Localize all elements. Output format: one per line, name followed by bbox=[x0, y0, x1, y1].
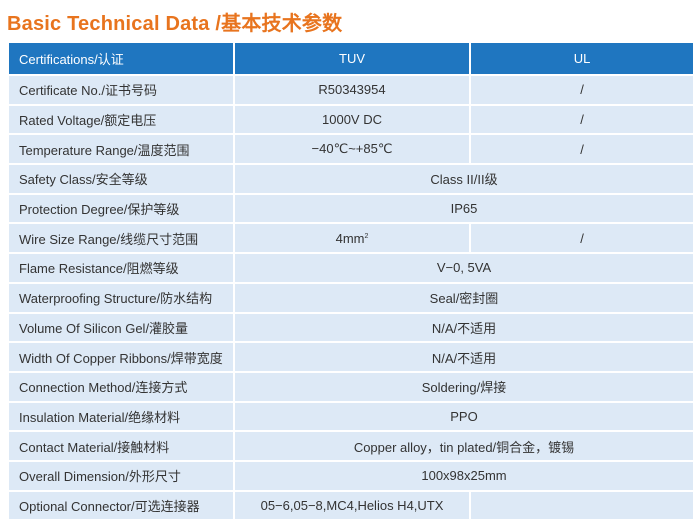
merged-value: PPO bbox=[235, 400, 693, 431]
row-label: Connection Method/连接方式 bbox=[9, 370, 235, 401]
wire-size-value: 4mm bbox=[335, 230, 365, 246]
tuv-value: R50343954 bbox=[235, 74, 471, 104]
row-label: Insulation Material/绝缘材料 bbox=[9, 400, 235, 431]
ul-value bbox=[471, 489, 693, 519]
merged-value: Seal/密封圈 bbox=[235, 281, 693, 312]
merged-value: Soldering/焊接 bbox=[235, 370, 693, 401]
merged-value: N/A/不适用 bbox=[235, 341, 693, 371]
table-row: Safety Class/安全等级 Class II/II级 bbox=[9, 163, 693, 193]
row-label: Overall Dimension/外形尺寸 bbox=[9, 459, 235, 490]
tuv-value: −40℃~+85℃ bbox=[235, 133, 471, 164]
technical-data-table: Certifications/认证 TUV UL Certificate No.… bbox=[9, 43, 693, 519]
row-label: Volume Of Silicon Gel/灌胶量 bbox=[9, 311, 235, 342]
table-row: Wire Size Range/线缆尺寸范围 4mm2 / bbox=[9, 222, 693, 253]
table-row: Certificate No./证书号码 R50343954 / bbox=[9, 74, 693, 104]
tuv-value: 05−6,05−8,MC4,Helios H4,UTX bbox=[235, 489, 471, 519]
merged-value: 100x98x25mm bbox=[235, 459, 693, 490]
table-row: Optional Connector/可选连接器 05−6,05−8,MC4,H… bbox=[9, 489, 693, 519]
table-row: Protection Degree/保护等级 IP65 bbox=[9, 192, 693, 223]
superscript: 2 bbox=[364, 232, 369, 240]
table-row: Insulation Material/绝缘材料 PPO bbox=[9, 400, 693, 431]
merged-value: N/A/不适用 bbox=[235, 311, 693, 342]
table-header-row: Certifications/认证 TUV UL bbox=[9, 43, 693, 74]
ul-value: / bbox=[471, 74, 693, 104]
header-ul: UL bbox=[471, 43, 693, 74]
table-row: Volume Of Silicon Gel/灌胶量 N/A/不适用 bbox=[9, 311, 693, 342]
table-row: Width Of Copper Ribbons/焊带宽度 N/A/不适用 bbox=[9, 341, 693, 371]
ul-value: / bbox=[471, 133, 693, 164]
table-row: Connection Method/连接方式 Soldering/焊接 bbox=[9, 370, 693, 401]
row-label: Optional Connector/可选连接器 bbox=[9, 489, 235, 519]
row-label: Temperature Range/温度范围 bbox=[9, 133, 235, 164]
tuv-value: 1000V DC bbox=[235, 103, 471, 134]
merged-value: Class II/II级 bbox=[235, 163, 693, 193]
header-certifications: Certifications/认证 bbox=[9, 43, 235, 74]
table-row: Rated Voltage/额定电压 1000V DC / bbox=[9, 103, 693, 134]
table-row: Overall Dimension/外形尺寸 100x98x25mm bbox=[9, 459, 693, 490]
page-title: Basic Technical Data /基本技术参数 bbox=[7, 13, 343, 35]
table-row: Temperature Range/温度范围 −40℃~+85℃ / bbox=[9, 133, 693, 164]
merged-value: IP65 bbox=[235, 192, 693, 223]
merged-value: Copper alloy，tin plated/铜合金，镀锡 bbox=[235, 430, 693, 460]
tuv-value: 4mm2 bbox=[235, 222, 471, 253]
row-label: Protection Degree/保护等级 bbox=[9, 192, 235, 223]
row-label: Waterproofing Structure/防水结构 bbox=[9, 281, 235, 312]
page: Basic Technical Data /基本技术参数 Certificati… bbox=[7, 13, 693, 519]
row-label: Safety Class/安全等级 bbox=[9, 163, 235, 193]
ul-value: / bbox=[471, 222, 693, 253]
merged-value: V−0, 5VA bbox=[235, 252, 693, 282]
row-label: Flame Resistance/阻燃等级 bbox=[9, 252, 235, 282]
ul-value: / bbox=[471, 103, 693, 134]
row-label: Certificate No./证书号码 bbox=[9, 74, 235, 104]
table-row: Waterproofing Structure/防水结构 Seal/密封圈 bbox=[9, 281, 693, 312]
row-label: Rated Voltage/额定电压 bbox=[9, 103, 235, 134]
row-label: Wire Size Range/线缆尺寸范围 bbox=[9, 222, 235, 253]
header-tuv: TUV bbox=[235, 43, 471, 74]
row-label: Width Of Copper Ribbons/焊带宽度 bbox=[9, 341, 235, 371]
table-row: Flame Resistance/阻燃等级 V−0, 5VA bbox=[9, 252, 693, 282]
table-row: Contact Material/接触材料 Copper alloy，tin p… bbox=[9, 430, 693, 460]
row-label: Contact Material/接触材料 bbox=[9, 430, 235, 460]
